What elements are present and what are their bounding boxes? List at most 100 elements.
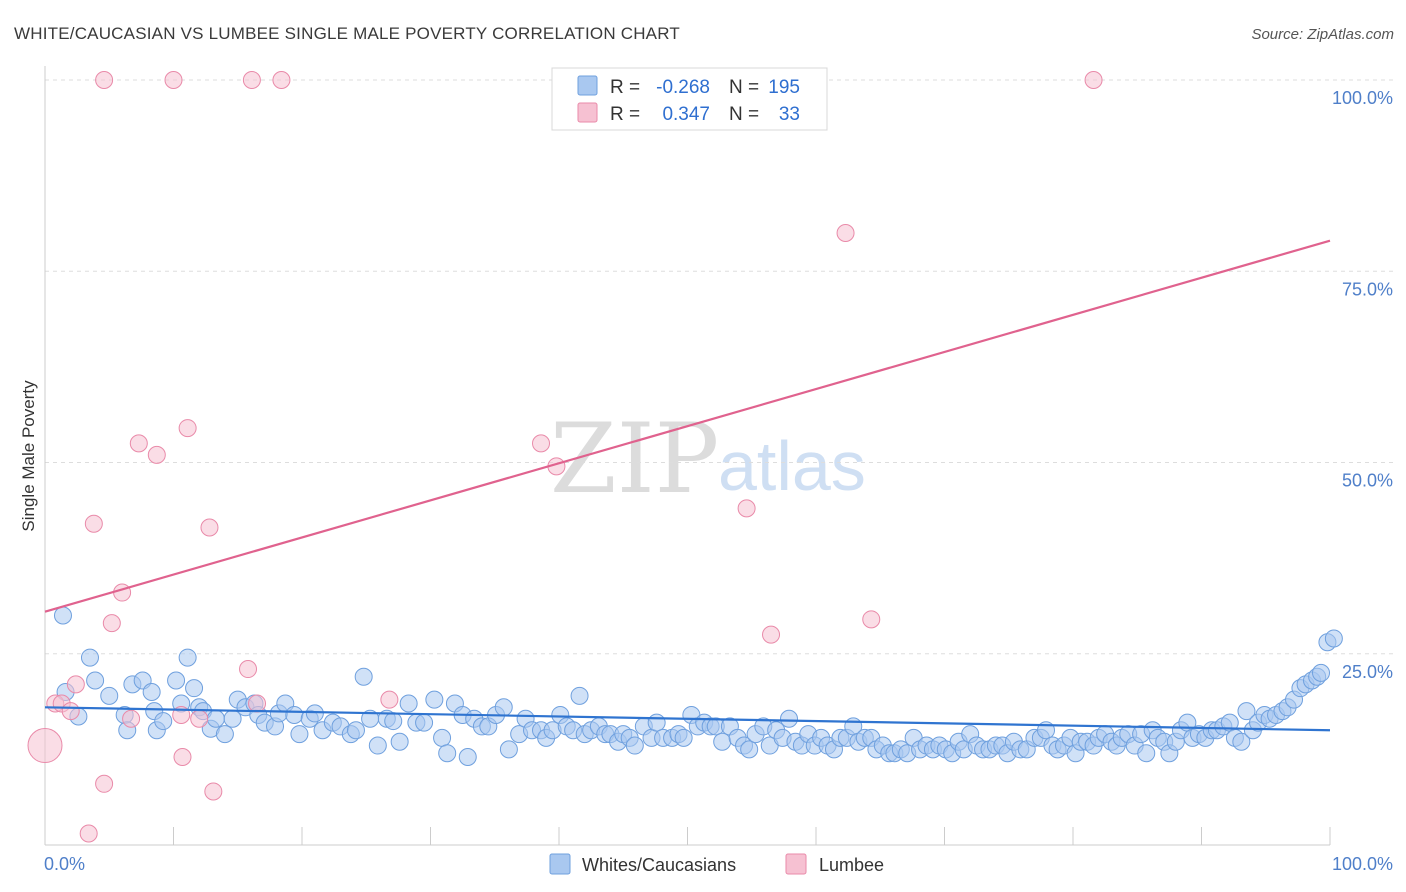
lumbee-point-25 (380, 690, 399, 709)
legend-n-label-blue: N = (729, 77, 759, 98)
white-point-47 (399, 694, 418, 713)
white-point-46 (390, 732, 409, 751)
axes (44, 66, 1331, 846)
white-point-80 (625, 736, 644, 755)
lumbee-point-13 (147, 445, 166, 464)
lumbee-point-32 (1084, 71, 1103, 89)
x-tick-label-max: 100.0% (1332, 854, 1393, 874)
white-point-14 (167, 671, 186, 690)
white-point-0 (53, 606, 72, 625)
lumbee-point-29 (762, 625, 781, 644)
white-point-71 (570, 686, 589, 705)
white-point-40 (346, 721, 365, 740)
chart-title: WHITE/CAUCASIAN VS LUMBEE SINGLE MALE PO… (14, 24, 680, 43)
white-point-49 (415, 713, 434, 732)
lumbee-point-12 (129, 434, 148, 453)
white-point-22 (215, 725, 234, 744)
white-point-52 (438, 744, 457, 763)
white-point-5 (100, 686, 119, 705)
legend-n-value-pink: 33 (779, 104, 800, 125)
y-axis-label: Single Male Poverty (19, 380, 38, 532)
white-point-43 (368, 736, 387, 755)
lumbee-point-26 (532, 434, 551, 453)
lumbee-point-28 (737, 499, 756, 518)
white-point-51 (433, 728, 452, 747)
white-point-103 (780, 709, 799, 728)
bottom-legend-swatch-blue (549, 853, 571, 875)
lumbee-point-11 (122, 709, 141, 728)
lumbee-point-20 (204, 782, 223, 801)
white-point-161 (1137, 744, 1156, 763)
legend-r-value-blue: -0.268 (656, 77, 710, 98)
stats-legend-box (551, 67, 828, 131)
x-tick-label-min: 0.0% (44, 854, 85, 874)
lumbee-point-17 (178, 419, 197, 438)
lumbee-point-18 (190, 709, 209, 728)
white-point-3 (80, 648, 99, 667)
lumbee-point-22 (242, 71, 261, 89)
white-point-61 (499, 740, 518, 759)
trend-lines (44, 239, 1331, 732)
bottom-legend-label-pink: Lumbee (819, 855, 884, 875)
lumbee-point-24 (272, 71, 291, 89)
watermark-zip: ZIP (550, 403, 719, 515)
white-point-97 (740, 740, 759, 759)
legend-r-label-blue: R = (610, 77, 640, 98)
stats-legend: R = -0.268 N = 195 R = 0.347 N = 33 (551, 67, 828, 131)
lumbee-point-21 (239, 660, 258, 679)
lumbee-point-8 (95, 71, 114, 89)
lumbee-point-3 (61, 702, 80, 721)
white-point-41 (354, 667, 373, 686)
lumbee-point-30 (836, 224, 855, 242)
series-whites-caucasians (53, 606, 1343, 767)
y-tick-label-50: 50.0% (1342, 471, 1393, 491)
chart-source: Source: ZipAtlas.com (1251, 26, 1394, 43)
bottom-legend-label-blue: Whites/Caucasians (582, 855, 736, 875)
white-point-4 (86, 671, 105, 690)
white-point-45 (384, 712, 403, 731)
lumbee-point-5 (79, 824, 98, 843)
grid-lines (45, 79, 1395, 655)
lumbee-point-23 (248, 694, 267, 713)
white-point-16 (178, 648, 197, 667)
white-point-21 (206, 709, 225, 728)
white-point-17 (185, 679, 204, 698)
legend-n-label-pink: N = (729, 104, 759, 125)
watermark-atlas: atlas (718, 427, 866, 505)
white-point-177 (1232, 732, 1251, 751)
white-point-178 (1237, 702, 1256, 721)
white-point-93 (713, 732, 732, 751)
bottom-legend-swatch-pink (785, 853, 807, 875)
white-point-191 (1312, 663, 1331, 682)
y-tick-label-25: 25.0% (1342, 662, 1393, 682)
legend-swatch-blue (577, 75, 598, 96)
white-point-60 (494, 698, 513, 717)
lumbee-point-9 (102, 614, 121, 633)
lumbee-point-16 (173, 748, 192, 767)
legend-n-value-blue: 195 (768, 77, 800, 98)
legend-r-label-pink: R = (610, 104, 640, 125)
white-point-83 (647, 713, 666, 732)
series-legend: Whites/Caucasians Lumbee (549, 853, 884, 875)
white-point-13 (154, 712, 173, 731)
lumbee-point-19 (200, 518, 219, 537)
white-point-87 (674, 728, 693, 747)
y-tick-labels: 100.0% 75.0% 50.0% 25.0% (1332, 88, 1393, 682)
white-point-50 (425, 690, 444, 709)
white-point-55 (458, 748, 477, 767)
white-point-33 (290, 725, 309, 744)
trend-line-lumbee (44, 239, 1331, 613)
legend-r-value-pink: 0.347 (662, 104, 710, 125)
trend-line-whites (44, 706, 1331, 732)
lumbee-point-7 (95, 774, 114, 793)
y-tick-label-100: 100.0% (1332, 88, 1393, 108)
white-point-32 (285, 705, 304, 724)
lumbee-point-4 (66, 675, 85, 694)
y-tick-label-75: 75.0% (1342, 279, 1393, 299)
lumbee-point-6 (84, 514, 103, 533)
legend-swatch-pink (577, 102, 598, 123)
lumbee-point-0 (27, 728, 63, 764)
white-point-193 (1324, 629, 1343, 648)
lumbee-point-14 (164, 71, 183, 89)
lumbee-point-31 (862, 610, 881, 629)
